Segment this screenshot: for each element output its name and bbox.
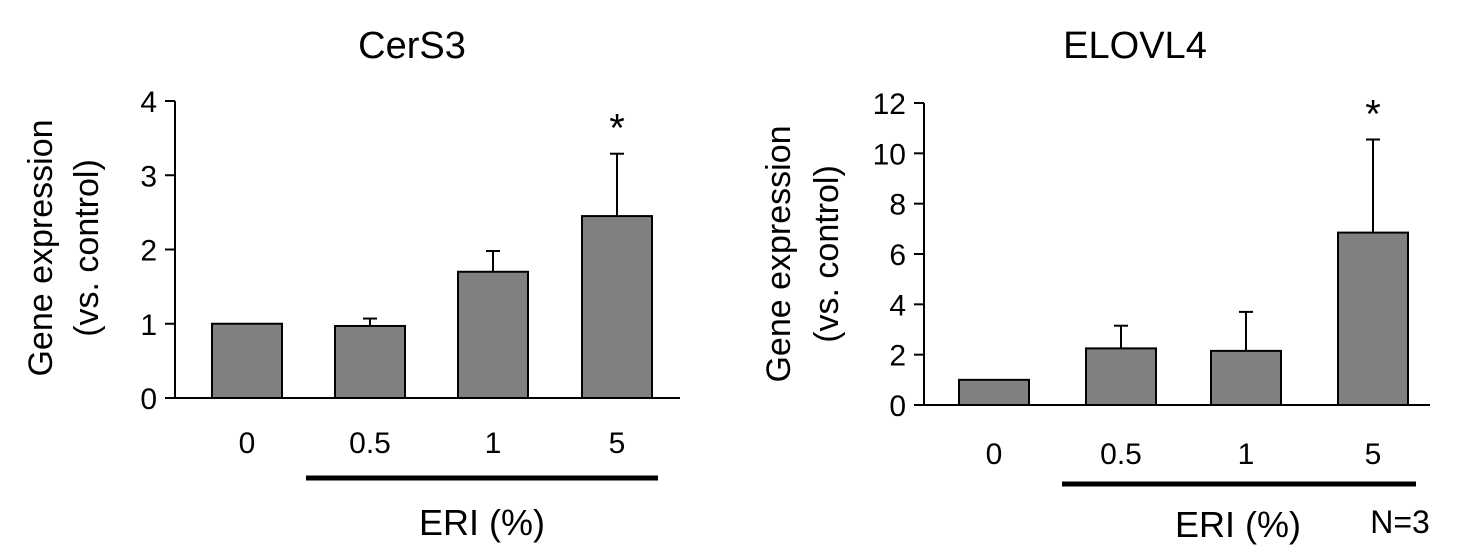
bar bbox=[334, 324, 406, 400]
x-axis-label: ERI (%) bbox=[1175, 504, 1301, 545]
bar bbox=[1210, 349, 1282, 406]
x-tick-label: 0.5 bbox=[1100, 438, 1142, 471]
x-tick-label: 1 bbox=[1238, 438, 1255, 471]
y-tick-label: 4 bbox=[889, 289, 906, 322]
y-tick-label: 1 bbox=[140, 309, 157, 342]
x-tick-label: 1 bbox=[485, 427, 502, 460]
sample-size-note: N=3 bbox=[1370, 504, 1430, 540]
x-tick-label: 0 bbox=[239, 427, 256, 460]
bars bbox=[958, 231, 1409, 407]
y-tick-label: 8 bbox=[889, 189, 906, 222]
significance-marks: * bbox=[1365, 92, 1381, 136]
significance-asterisk: * bbox=[1365, 92, 1381, 136]
y-tick-label: 10 bbox=[873, 138, 906, 171]
x-tick-label: 0 bbox=[986, 438, 1003, 471]
y-tick-label: 3 bbox=[140, 160, 157, 193]
y-tick-label: 12 bbox=[873, 88, 906, 121]
y-tick-label: 6 bbox=[889, 239, 906, 272]
y-axis-label-line-2: (vs. control) bbox=[808, 165, 846, 343]
elovl4-chart: ELOVL4 Gene expression (vs. control) 0 2 4… bbox=[760, 25, 1430, 545]
y-tick-marks bbox=[914, 102, 924, 406]
bars bbox=[211, 215, 653, 400]
y-tick-label: 0 bbox=[889, 390, 906, 423]
y-tick-label: 0 bbox=[140, 383, 157, 416]
y-tick-label: 2 bbox=[140, 235, 157, 268]
error-bars bbox=[363, 152, 624, 326]
x-tick-label: 5 bbox=[609, 427, 626, 460]
chart-title: ELOVL4 bbox=[1063, 25, 1207, 67]
x-tick-labels: 0 0.5 1 5 bbox=[239, 427, 626, 460]
bar bbox=[1337, 231, 1409, 406]
y-tick-label: 2 bbox=[889, 340, 906, 373]
significance-marks: * bbox=[609, 107, 625, 151]
y-axis-label-line-1: Gene expression bbox=[22, 119, 60, 376]
x-axis-label: ERI (%) bbox=[419, 502, 545, 543]
bar bbox=[211, 322, 283, 399]
chart-title: CerS3 bbox=[358, 25, 466, 67]
error-bars bbox=[1114, 138, 1380, 351]
y-tick-labels: 0 1 2 3 4 bbox=[140, 86, 157, 416]
y-tick-labels: 0 2 4 6 8 10 12 bbox=[873, 88, 906, 423]
y-tick-label: 4 bbox=[140, 86, 157, 119]
y-tick-marks bbox=[165, 100, 175, 399]
x-tick-label: 0.5 bbox=[349, 427, 391, 460]
bar bbox=[581, 215, 653, 399]
bar bbox=[457, 270, 529, 399]
significance-asterisk: * bbox=[609, 107, 625, 151]
x-tick-labels: 0 0.5 1 5 bbox=[986, 438, 1382, 471]
y-axis-label-line-1: Gene expression bbox=[760, 125, 798, 382]
cers3-chart: CerS3 Gene expression (vs. control) 0 1 2 3… bbox=[22, 25, 680, 543]
y-axis-label-line-2: (vs. control) bbox=[68, 159, 106, 337]
bar bbox=[958, 378, 1030, 407]
x-tick-label: 5 bbox=[1365, 438, 1382, 471]
bar bbox=[1085, 347, 1157, 406]
